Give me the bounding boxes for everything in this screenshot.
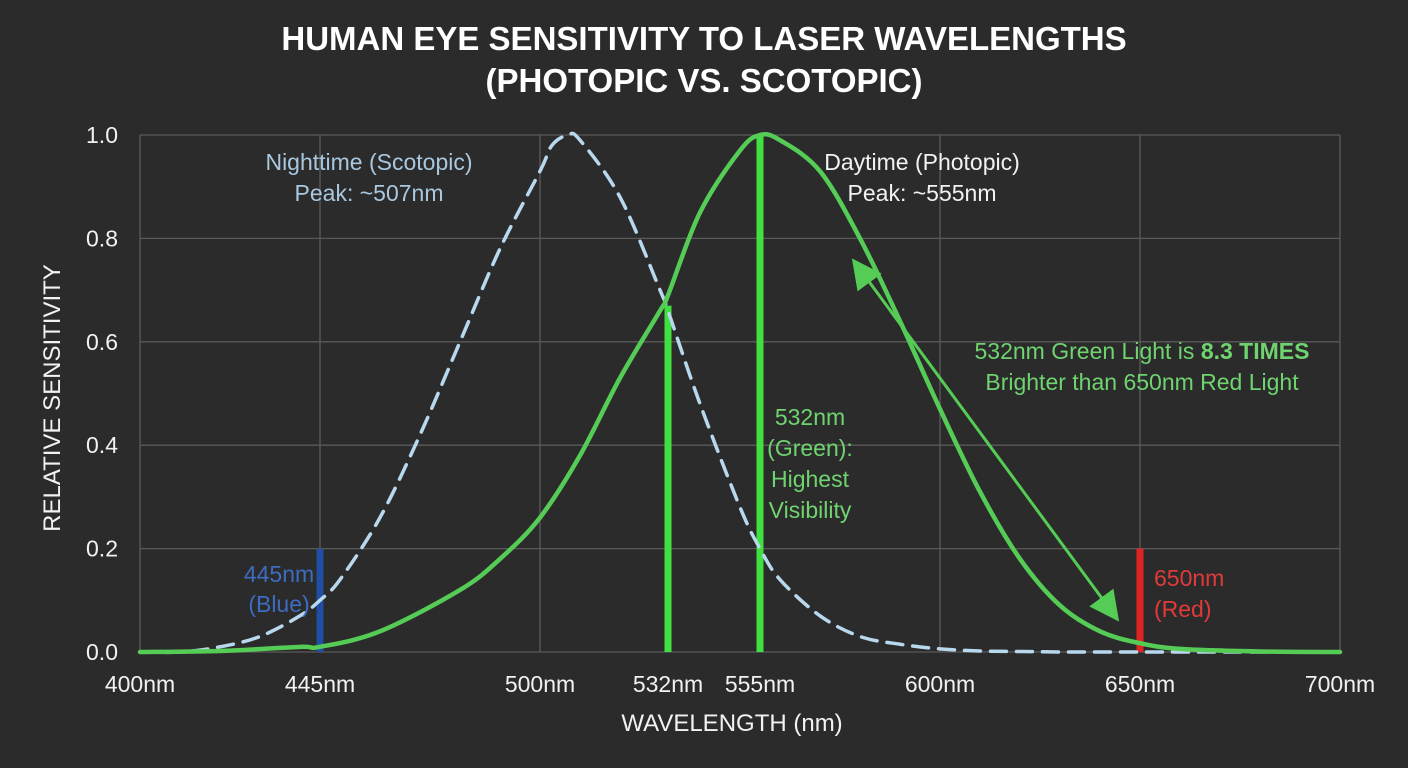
photopic-annotation-line1: Daytime (Photopic) [824,149,1020,175]
y-tick-label: 0.6 [86,329,118,355]
green-annotation-line2: (Green): [767,435,853,461]
comparison-bold: 8.3 TIMES [1201,338,1310,364]
red-annotation-line2: (Red) [1154,596,1212,622]
tick-layer: 0.0 0.2 0.4 0.6 0.8 1.0 400nm 445nm 500nm 532nm 55… [86,122,1375,697]
y-tick-label: 0.2 [86,536,118,562]
scotopic-annotation-line2: Peak: ~507nm [295,180,444,206]
green-annotation-line1: 532nm [775,404,845,430]
x-tick-label: 500nm [505,671,575,697]
x-tick-label: 445nm [285,671,355,697]
scotopic-curve [138,131,1342,655]
x-tick-label: 532nm [633,671,703,697]
chart-title: HUMAN EYE SENSITIVITY TO LASER WAVELENGT… [281,20,1126,57]
comparison-double-arrow [851,258,1120,622]
x-axis-label: WAVELENGTH (nm) [621,710,842,737]
x-tick-label: 555nm [725,671,795,697]
y-axis-label: RELATIVE SENSITIVITY [39,264,66,532]
green-annotation-line4: Visibility [769,497,852,523]
y-tick-label: 0.8 [86,225,118,251]
scotopic-annotation-line1: Nighttime (Scotopic) [265,149,472,175]
x-tick-label: 650nm [1105,671,1175,697]
x-tick-label: 700nm [1305,671,1375,697]
comparison-prefix: 532nm Green Light is [975,338,1201,364]
annotation-layer: Nighttime (Scotopic) Peak: ~507nm Daytim… [244,149,1310,622]
blue-annotation-line2: (Blue) [248,591,309,617]
y-tick-label: 0.0 [86,639,118,665]
red-annotation-line1: 650nm [1154,565,1224,591]
chart-subtitle: (PHOTOPIC VS. SCOTOPIC) [485,62,922,99]
y-tick-label: 1.0 [86,122,118,148]
green-annotation-line3: Highest [771,466,850,492]
blue-annotation-line1: 445nm [244,561,314,587]
photopic-annotation-line2: Peak: ~555nm [848,180,997,206]
comparison-annotation-line1: 532nm Green Light is 8.3 TIMES [975,338,1310,364]
x-tick-label: 400nm [105,671,175,697]
grid-layer [139,134,1341,653]
x-tick-label: 600nm [905,671,975,697]
y-tick-label: 0.4 [86,432,118,458]
comparison-annotation-line2: Brighter than 650nm Red Light [985,369,1299,395]
